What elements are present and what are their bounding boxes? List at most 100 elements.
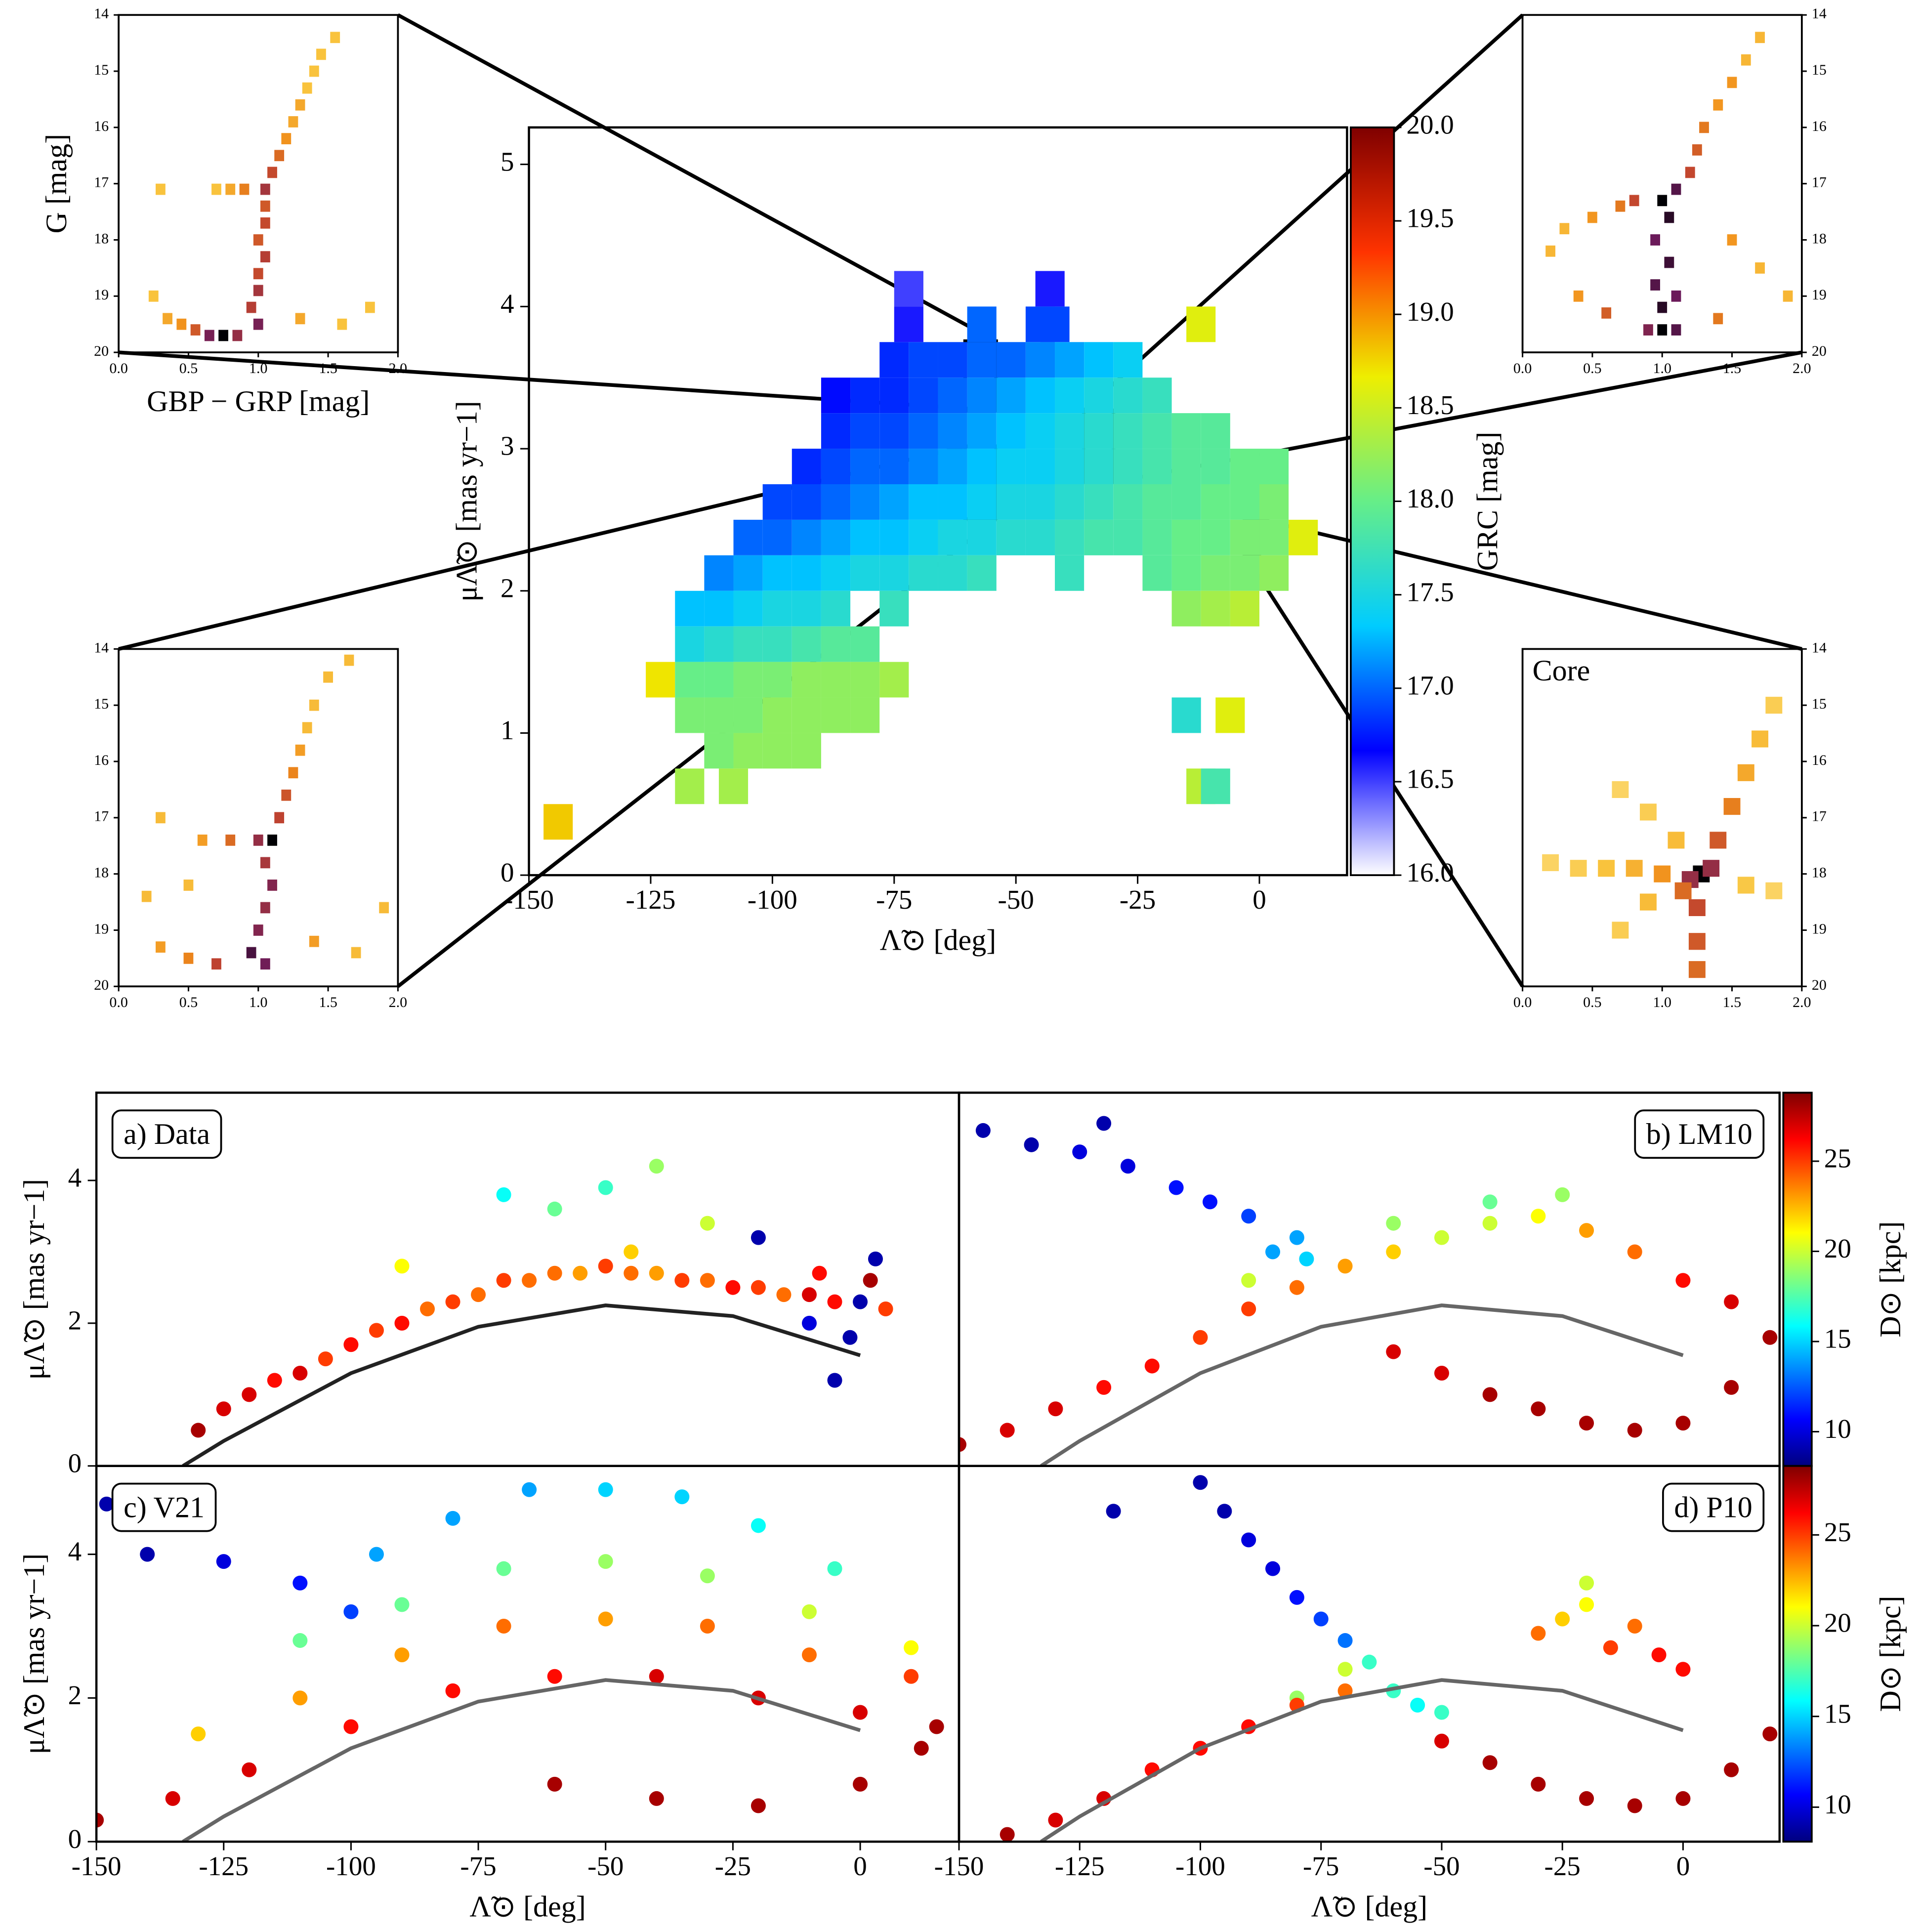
heatmap-cell: [1201, 449, 1230, 484]
hist-cell: [1755, 32, 1765, 43]
panel-label: b) LM10: [1646, 1118, 1752, 1150]
y-tick-label: 19: [94, 921, 109, 937]
hist-cell: [1545, 245, 1556, 257]
point: [522, 1482, 537, 1497]
point: [1241, 1302, 1256, 1317]
panel-label: a) Data: [124, 1118, 210, 1150]
colorbar-tick-label: 15: [1824, 1698, 1851, 1728]
point: [394, 1647, 410, 1663]
colorbar-tick-label: 19.0: [1406, 296, 1454, 327]
hist-cell: [260, 183, 270, 195]
heatmap-cell: [1084, 519, 1114, 555]
colorbar: [1782, 1092, 1813, 1467]
heatmap-cell: [762, 662, 792, 698]
point: [904, 1669, 919, 1684]
x-tick-label: 0: [1252, 884, 1266, 915]
y-tick-label: 20: [1812, 343, 1827, 359]
y-axis-label: G [mag]: [40, 134, 73, 234]
heatmap-cell: [879, 449, 909, 484]
hist-cell: [1615, 200, 1626, 212]
y-tick-label: 16: [94, 118, 109, 134]
heatmap-cell: [850, 484, 880, 520]
hist-cell: [253, 234, 263, 246]
heatmap-cell: [792, 590, 821, 627]
hist-cell: [1671, 290, 1681, 302]
point: [863, 1273, 878, 1288]
heatmap-cell: [821, 590, 851, 627]
point: [1651, 1647, 1667, 1663]
heatmap-cell: [1171, 484, 1201, 520]
point: [1203, 1194, 1218, 1210]
heatmap-cell: [733, 626, 763, 662]
x-tick-label: -25: [1120, 884, 1156, 915]
heatmap-cell: [879, 590, 909, 627]
hist-cell: [1664, 256, 1674, 268]
heatmap-cell: [894, 306, 923, 342]
point: [1675, 1416, 1691, 1431]
y-tick-label: 14: [1812, 5, 1827, 22]
heatmap-cell: [879, 519, 909, 555]
colorbar-tick-label: 18.5: [1406, 390, 1454, 420]
point: [369, 1547, 384, 1562]
point: [700, 1618, 715, 1634]
point: [1386, 1216, 1401, 1231]
heatmap-cell: [1113, 484, 1143, 520]
point: [1531, 1626, 1546, 1641]
hist-cell: [1598, 860, 1615, 877]
heatmap-cell: [909, 378, 938, 414]
hist-cell: [1671, 324, 1681, 336]
hist-cell: [1755, 262, 1765, 274]
point: [1289, 1280, 1304, 1295]
hist-cell: [1737, 877, 1754, 894]
point: [1724, 1762, 1739, 1777]
heatmap-cell: [821, 484, 851, 520]
heatmap-cell: [704, 697, 734, 733]
heatmap-cell: [792, 449, 821, 484]
heatmap-cell: [879, 342, 909, 378]
x-tick-label: -50: [587, 1851, 624, 1881]
heatmap-cell: [850, 555, 880, 591]
x-tick-label: -25: [715, 1851, 751, 1881]
hist-cell: [211, 958, 221, 970]
heatmap-cell: [1055, 413, 1084, 449]
hist-cell: [295, 744, 305, 756]
point: [1627, 1618, 1642, 1634]
point: [1724, 1294, 1739, 1309]
heatmap-cell: [675, 768, 705, 804]
heatmap-cell: [704, 590, 734, 627]
y-tick-label: 17: [1812, 808, 1827, 825]
x-tick-label: 1.0: [249, 360, 268, 377]
hist-cell: [1671, 183, 1681, 195]
heatmap-cell: [967, 555, 997, 591]
heatmap-cell: [1035, 271, 1065, 307]
heatmap-cell: [733, 555, 763, 591]
point: [496, 1618, 511, 1634]
point: [904, 1640, 919, 1655]
x-tick-label: -75: [876, 884, 912, 915]
heatmap-cell: [792, 555, 821, 591]
point: [1531, 1401, 1546, 1417]
colorbar-label: D⊙ [kpc]: [1874, 1596, 1907, 1712]
point: [1048, 1401, 1063, 1417]
track-line: [1040, 1303, 1684, 1466]
point: [445, 1511, 460, 1526]
point: [1675, 1662, 1691, 1677]
point: [751, 1798, 766, 1813]
point: [1144, 1358, 1160, 1374]
x-tick-label: 0.0: [109, 360, 128, 377]
point: [1289, 1230, 1304, 1245]
hist-cell: [260, 902, 270, 914]
heatmap-cell: [909, 449, 938, 484]
point: [496, 1561, 511, 1576]
annotation: Core: [1533, 654, 1590, 687]
point: [1675, 1791, 1691, 1806]
hist-cell: [365, 301, 375, 313]
panel-label-box: [1634, 1109, 1765, 1159]
y-tick-label: 16: [1812, 118, 1827, 134]
x-tick-label: -125: [626, 884, 676, 915]
point: [1579, 1416, 1594, 1431]
hist-cell: [267, 834, 277, 846]
heatmap-cell: [1171, 590, 1201, 627]
hist-cell: [1727, 234, 1737, 246]
